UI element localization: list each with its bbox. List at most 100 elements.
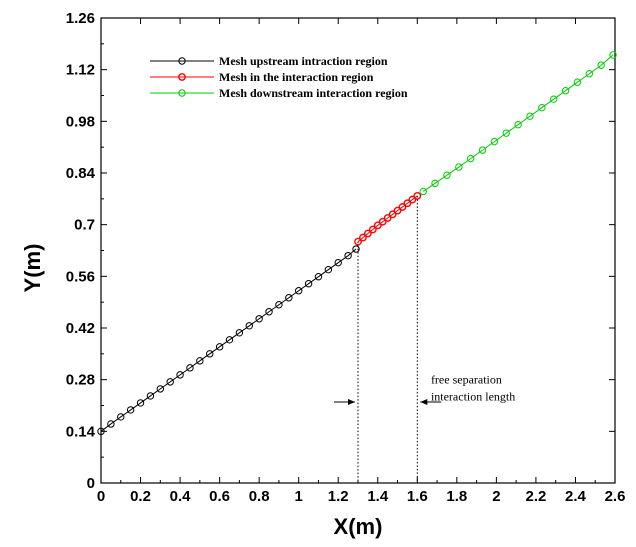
data-point <box>352 245 360 253</box>
legend-label: Mesh upstream intraction region <box>219 54 388 68</box>
legend-label: Mesh in the interaction region <box>219 70 374 84</box>
data-point <box>206 350 214 358</box>
annotation-text: interaction length <box>431 389 515 403</box>
x-axis-ticks: 0 0.2 0.4 0.6 0.8 1 1.2 1.4 1.6 1.8 2 2.2 2.4 2.6 <box>97 18 626 505</box>
data-point <box>265 308 273 316</box>
series-interaction <box>354 191 422 246</box>
x-tick-label: 0 <box>97 488 105 505</box>
data-point <box>373 221 382 230</box>
data-point <box>126 406 135 414</box>
annotations: free separation interaction length <box>334 195 515 483</box>
data-point <box>294 287 303 295</box>
y-tick-label: 0 <box>87 475 95 492</box>
data-point <box>215 343 224 351</box>
data-point <box>388 210 397 219</box>
y-tick-label: 1.12 <box>66 62 95 79</box>
data-point <box>478 146 487 154</box>
legend: Mesh upstream intraction region Mesh in t… <box>150 54 408 100</box>
x-tick-label: 1.6 <box>407 488 428 505</box>
data-point <box>526 112 534 120</box>
data-point <box>443 171 451 179</box>
data-point <box>408 195 417 204</box>
x-tick-label: 0.4 <box>170 488 192 505</box>
data-point <box>176 371 184 379</box>
x-tick-label: 2.6 <box>605 488 626 505</box>
y-tick-label: 0.28 <box>66 372 95 389</box>
data-point <box>314 273 323 281</box>
legend-label: Mesh downstream interaction region <box>219 86 408 100</box>
data-point <box>275 301 283 309</box>
y-tick-label: 0.7 <box>74 217 95 234</box>
data-point <box>344 251 352 260</box>
x-tick-label: 1.2 <box>328 488 349 505</box>
x-tick-label: 1.4 <box>367 488 389 505</box>
data-point <box>383 214 392 222</box>
data-point <box>538 103 546 112</box>
series-layer <box>97 51 617 436</box>
data-point <box>431 179 439 188</box>
y-tick-label: 0.14 <box>66 423 96 440</box>
data-point <box>550 95 558 103</box>
series-line <box>422 54 614 192</box>
data-point <box>304 280 313 288</box>
data-point <box>393 206 402 215</box>
series-upstream <box>97 245 360 436</box>
data-point <box>502 129 510 137</box>
data-point <box>378 217 387 226</box>
data-point <box>146 392 155 400</box>
y-tick-label: 1.26 <box>66 10 95 27</box>
data-point <box>255 315 263 323</box>
data-point <box>573 78 582 86</box>
data-point <box>403 199 412 208</box>
data-point <box>466 154 475 163</box>
y-axis-label: Y(m) <box>20 244 45 293</box>
annotation-text: free separation <box>431 373 502 387</box>
data-point <box>514 120 522 129</box>
data-point <box>354 237 362 246</box>
legend-marker <box>178 89 186 97</box>
data-point <box>117 413 125 421</box>
y-tick-label: 0.56 <box>66 268 95 285</box>
data-point <box>285 294 293 302</box>
series-downstream <box>419 51 617 196</box>
series-line <box>100 248 357 432</box>
y-tick-label: 0.98 <box>66 113 95 130</box>
legend-marker <box>178 57 186 65</box>
x-tick-label: 1 <box>295 488 303 505</box>
data-point <box>136 399 145 407</box>
y-tick-label: 0.42 <box>66 320 95 337</box>
data-point <box>186 364 194 372</box>
y-tick-label: 0.84 <box>66 165 96 182</box>
data-point <box>455 163 463 171</box>
data-point <box>107 420 115 428</box>
data-point <box>334 258 342 267</box>
data-point <box>363 229 372 238</box>
data-point <box>245 322 253 330</box>
y-axis-ticks: 0 0.14 0.28 0.42 0.56 0.7 0.84 0.98 1.12 1.26 <box>66 10 615 492</box>
data-point <box>413 191 422 200</box>
data-point <box>235 329 244 337</box>
x-tick-label: 1.8 <box>446 488 467 505</box>
data-point <box>156 385 165 393</box>
x-axis-label: X(m) <box>334 514 383 539</box>
series-line <box>357 195 418 243</box>
data-point <box>359 233 367 242</box>
x-tick-label: 0.6 <box>209 488 230 505</box>
data-point <box>597 61 605 69</box>
data-point <box>166 378 174 386</box>
data-point <box>490 137 499 146</box>
legend-marker <box>178 73 186 81</box>
data-point <box>561 87 570 95</box>
data-point <box>97 427 105 436</box>
x-tick-label: 2.2 <box>525 488 546 505</box>
x-tick-label: 2.4 <box>565 488 587 505</box>
data-point <box>585 70 593 78</box>
data-point <box>324 265 333 274</box>
x-tick-label: 0.8 <box>249 488 270 505</box>
data-point <box>398 203 407 211</box>
x-tick-label: 2 <box>492 488 500 505</box>
data-point <box>196 357 204 365</box>
data-point <box>419 187 427 196</box>
data-point <box>609 51 617 59</box>
